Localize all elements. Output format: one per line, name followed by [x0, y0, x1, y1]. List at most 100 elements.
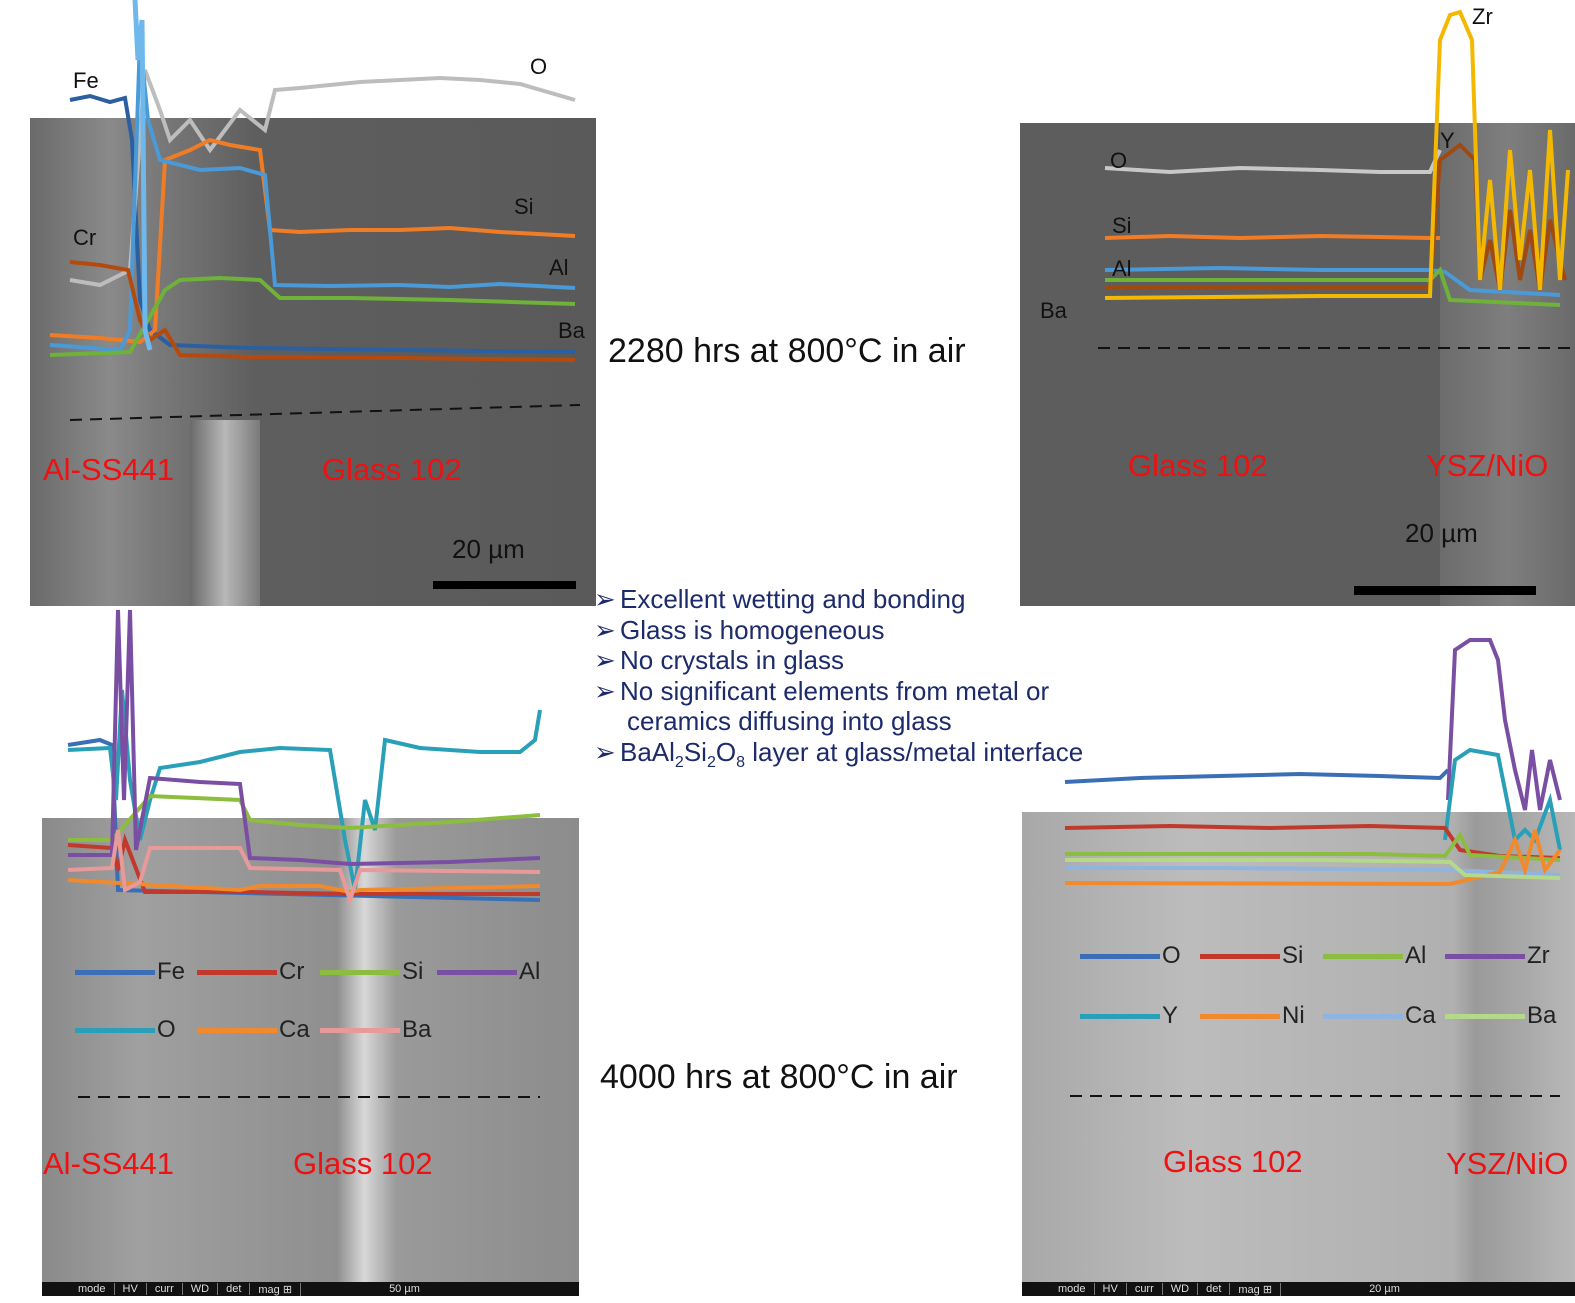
arrow-bullet-icon: ➢ — [594, 675, 616, 706]
legend-swatch — [1323, 1013, 1403, 1019]
scale-bar — [433, 581, 576, 589]
legend-item-cr: Cr — [197, 958, 304, 986]
legend-swatch — [1080, 1013, 1160, 1019]
linescan-plot — [1098, 9, 1575, 595]
legend-swatch — [75, 1027, 155, 1033]
sem-image — [30, 118, 596, 606]
region-right: Glass 102 — [322, 452, 462, 487]
legend-item-ni: Ni — [1200, 1002, 1305, 1030]
legend-swatch — [320, 969, 400, 975]
legend-swatch — [1323, 953, 1403, 959]
label-fe: Fe — [73, 68, 99, 93]
legend-item-y: Y — [1080, 1002, 1178, 1030]
line-y — [1443, 747, 1562, 851]
line-ba — [67, 829, 541, 907]
line-zr — [1104, 9, 1570, 300]
legend-swatch — [1445, 953, 1525, 959]
line-al — [49, 39, 576, 353]
bullet-item-continuation: ceramics diffusing into glass — [627, 706, 952, 736]
arrow-bullet-icon: ➢ — [594, 736, 616, 767]
line-cr — [69, 260, 576, 362]
legend-swatch — [1200, 953, 1280, 959]
line-green — [1105, 266, 1561, 307]
legend-item-al: Al — [1323, 942, 1426, 970]
legend-item-zr: Zr — [1445, 942, 1550, 970]
legend-swatch — [437, 969, 517, 975]
panel-bottom-left: Fe Cr Si Al O Ca Ba Al-SS441 Glass 102 m… — [0, 600, 590, 1303]
legend-swatch — [197, 1027, 277, 1033]
label-al: Al — [1112, 256, 1132, 281]
legend-item-ba: Ba — [1445, 1002, 1556, 1030]
line-al — [1065, 831, 1561, 862]
caption-bottom: 4000 hrs at 800°C in air — [600, 1058, 958, 1096]
line-o — [1104, 149, 1442, 175]
linescan-plot — [49, 0, 581, 589]
legend-swatch — [320, 1027, 400, 1033]
sem-crystal-band — [190, 420, 260, 606]
line-si — [68, 793, 541, 842]
line-blue-spike — [132, 0, 153, 351]
label-o: O — [530, 54, 548, 79]
line-ni — [1064, 829, 1562, 887]
legend-item-si: Si — [320, 958, 423, 986]
legend-item-fe: Fe — [75, 958, 185, 986]
scale-label: 20 µm — [452, 534, 525, 564]
sem-info-bar: mode HV curr WD det mag ⊞ 50 µm — [42, 1282, 579, 1296]
dashed-divider — [69, 404, 581, 421]
region-right: YSZ/NiO — [1426, 448, 1549, 483]
linescan-plot — [67, 609, 542, 1098]
legend-item-si: Si — [1200, 942, 1303, 970]
line-al — [68, 609, 541, 867]
bullet-item: ➢ No crystals in glass — [594, 645, 844, 675]
legend-swatch — [1445, 1013, 1525, 1019]
legend-item-ca: Ca — [1323, 1002, 1436, 1030]
label-zr: Zr — [1472, 4, 1493, 29]
scale-bar — [1354, 586, 1536, 595]
arrow-bullet-icon: ➢ — [594, 614, 616, 645]
scale-label: 20 µm — [1405, 518, 1478, 548]
legend-swatch — [1080, 953, 1160, 959]
label-si: Si — [514, 194, 534, 219]
line-fe — [69, 93, 576, 354]
legend-item-ca: Ca — [197, 1016, 310, 1044]
arrow-bullet-icon: ➢ — [594, 645, 616, 675]
line-si — [1104, 233, 1440, 241]
region-right: YSZ/NiO — [1446, 1146, 1569, 1181]
label-y: Y — [1440, 128, 1455, 153]
line-ba — [1065, 858, 1561, 880]
caption-top: 2280 hrs at 800°C in air — [608, 332, 966, 370]
arrow-bullet-icon: ➢ — [594, 584, 616, 614]
line-green — [49, 275, 576, 357]
legend-swatch — [75, 969, 155, 975]
line-zr — [1446, 638, 1562, 811]
legend-item-ba: Ba — [320, 1016, 431, 1044]
region-left: Al-SS441 — [43, 1146, 174, 1181]
sem-image — [1022, 812, 1575, 1288]
bullet-list: ➢ Excellent wetting and bonding ➢ Glass is… — [594, 584, 1083, 778]
linescan-plot — [1064, 638, 1562, 1097]
region-left: Glass 102 — [1163, 1144, 1303, 1179]
panel-bottom-right: O Si Al Zr Y Ni Ca Ba Glass 102 YSZ/NiO … — [1020, 600, 1575, 1303]
line-ca — [1065, 866, 1561, 877]
panel-top-right: Zr Y O Si Al Ba Glass 102 YSZ/NiO 20 µm — [1020, 0, 1575, 608]
line-ca — [67, 878, 541, 895]
legend-item-o: O — [75, 1016, 176, 1044]
panel-top-left: Fe O Cr Si Al Ba Al-SS441 Glass 102 20 µ… — [0, 0, 600, 608]
label-ba: Ba — [1040, 298, 1067, 323]
label-o: O — [1110, 148, 1128, 173]
region-right: Glass 102 — [293, 1146, 433, 1181]
sem-info-bar: mode HV curr WD det mag ⊞ 20 µm — [1022, 1282, 1575, 1296]
region-left: Al-SS441 — [43, 452, 174, 487]
label-cr: Cr — [73, 225, 97, 250]
line-o — [1064, 768, 1450, 784]
legend-swatch — [1200, 1013, 1280, 1019]
region-left: Glass 102 — [1128, 448, 1268, 483]
legend-item-o: O — [1080, 942, 1181, 970]
legend-item-al: Al — [437, 958, 540, 986]
legend-swatch — [197, 969, 277, 975]
label-si: Si — [1112, 213, 1132, 238]
label-al: Al — [549, 255, 569, 280]
bullet-item: ➢ No significant elements from metal or — [594, 675, 1050, 706]
bullet-item: ➢ BaAl2Si2O8 layer at glass/metal interfa… — [594, 736, 1084, 771]
label-ba: Ba — [558, 318, 585, 343]
